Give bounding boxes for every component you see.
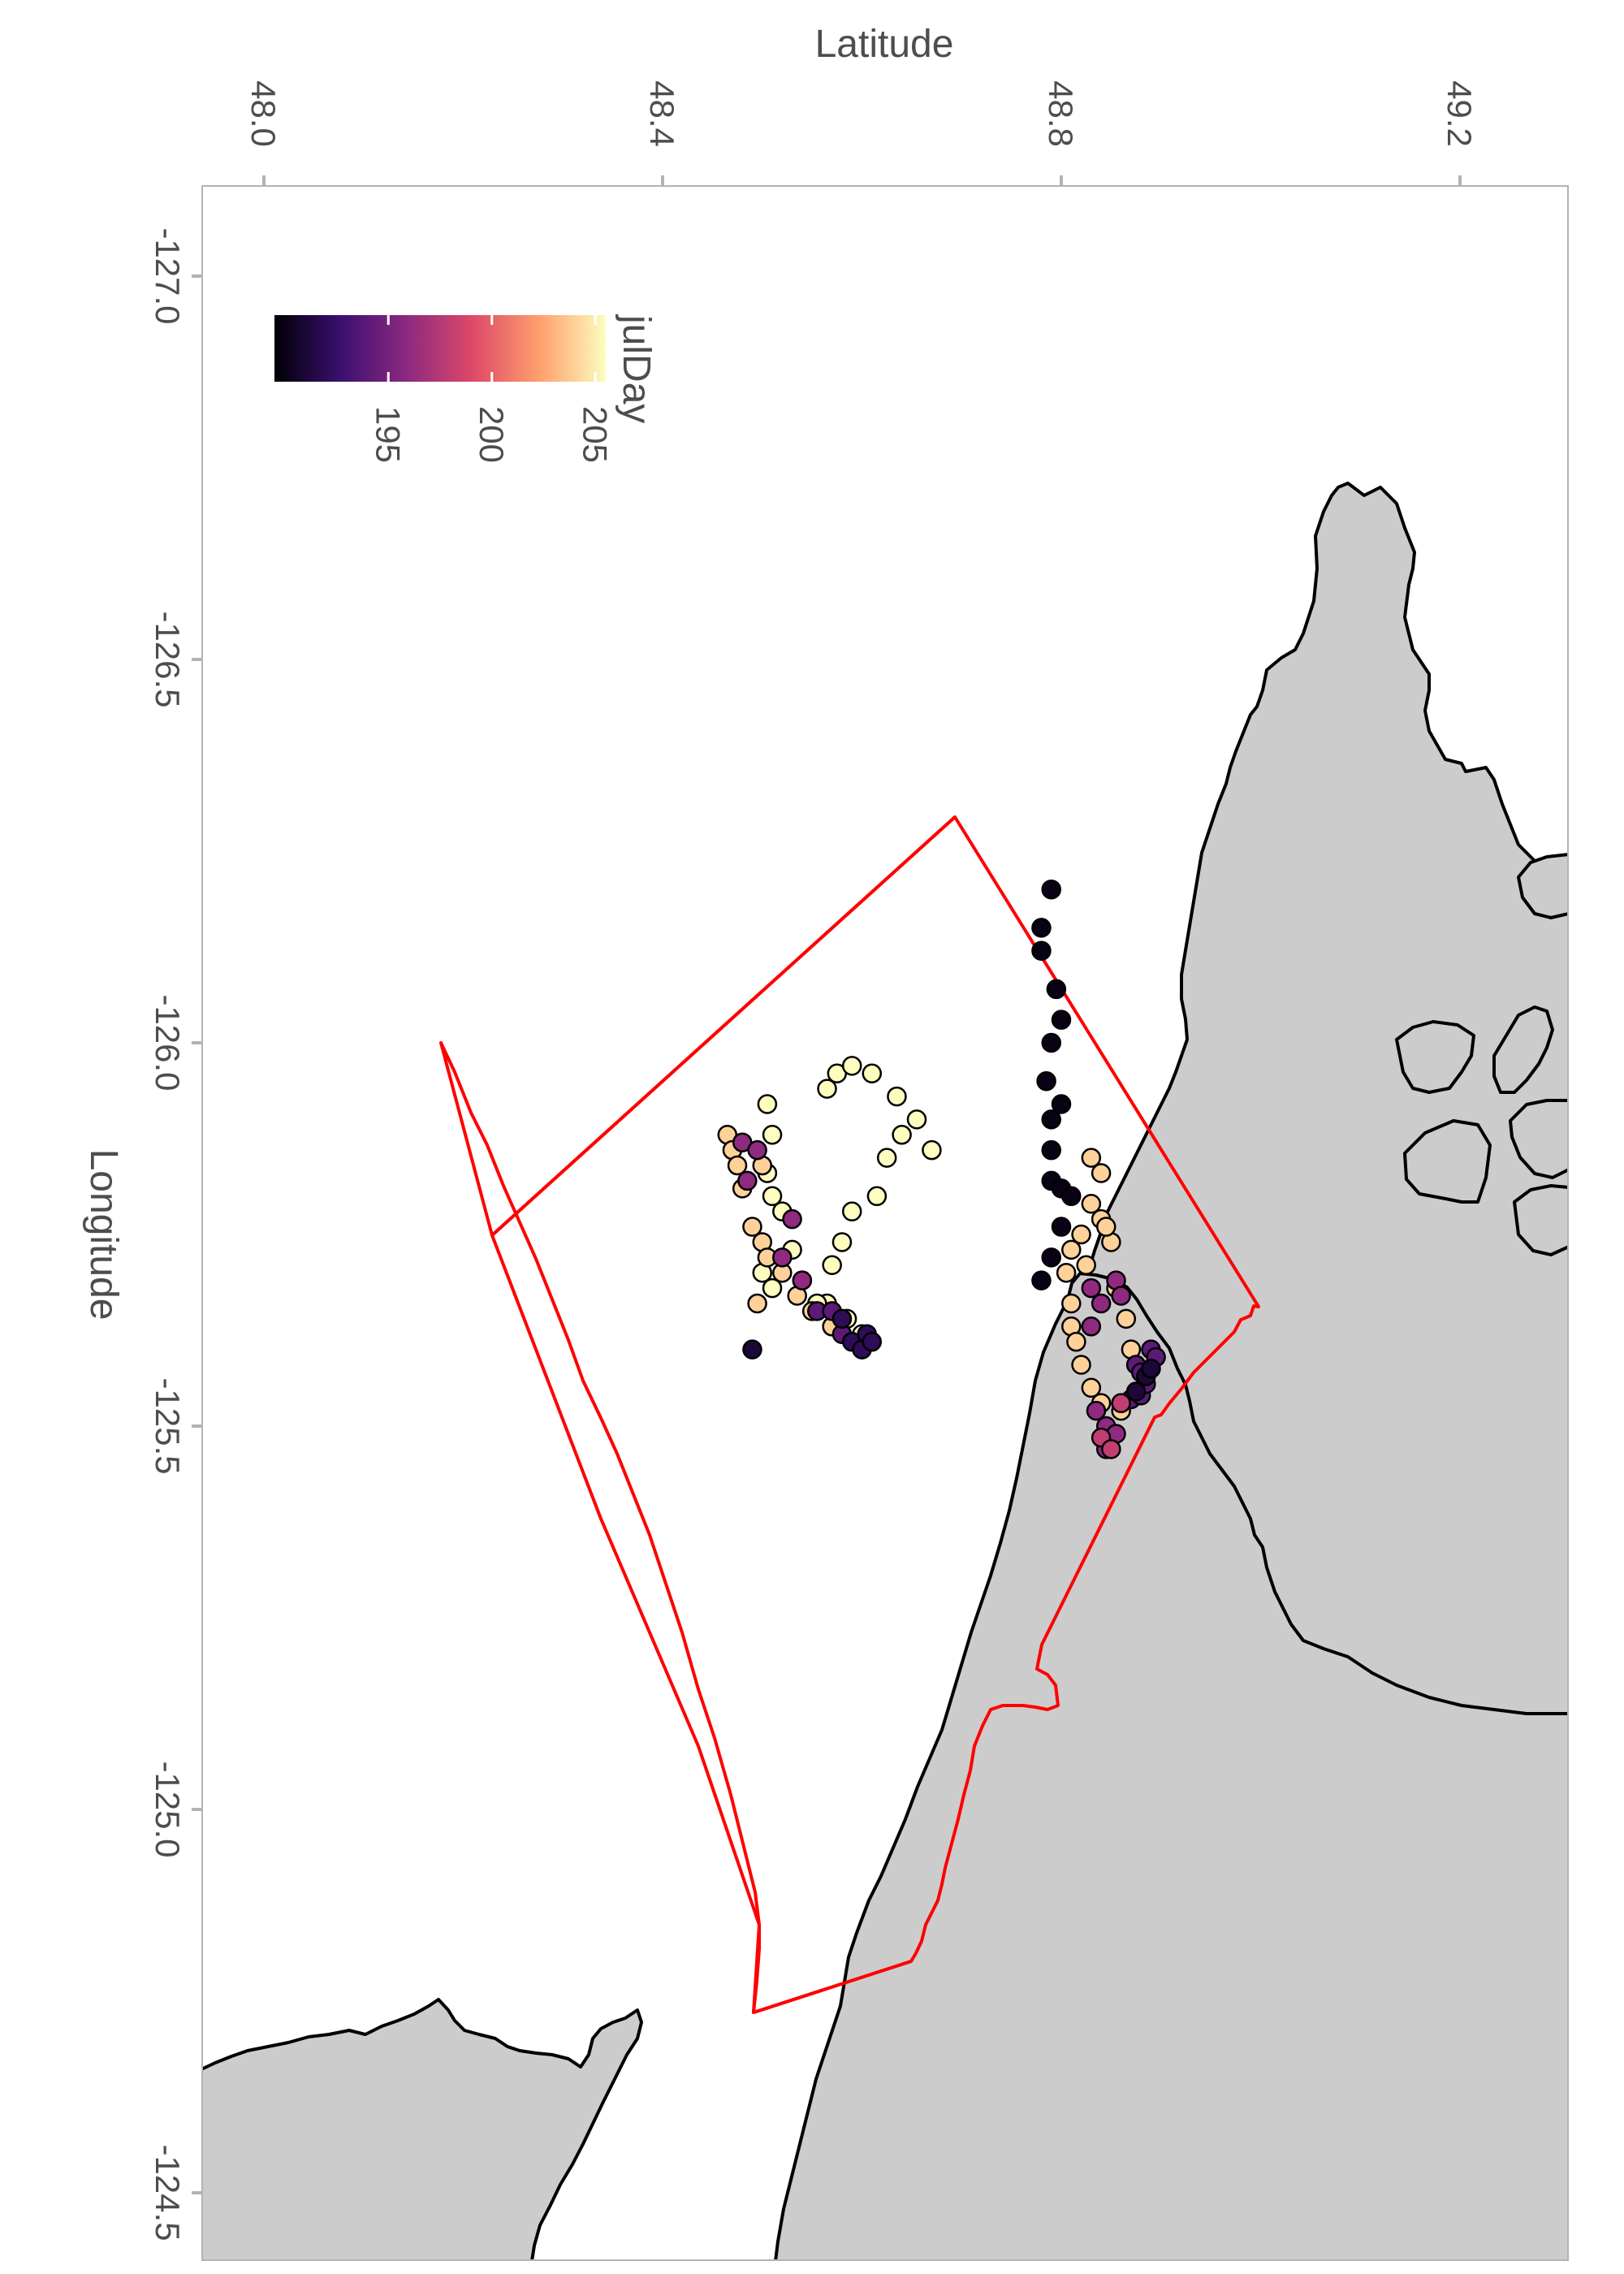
data-point (876, 1148, 897, 1168)
lat-tick-label: 48.0 (244, 80, 283, 147)
data-point (727, 1155, 748, 1176)
julday-points (717, 879, 1166, 1459)
land-olympic-peninsula (201, 1998, 643, 2261)
data-point (1101, 1439, 1121, 1459)
data-point (817, 1079, 837, 1099)
lon-tick-label: -124.5 (149, 2144, 187, 2241)
data-point (1111, 1286, 1131, 1306)
data-point (782, 1208, 802, 1230)
land-island-1 (1492, 1005, 1554, 1094)
data-point (841, 1056, 862, 1076)
data-point (1081, 1316, 1102, 1337)
x-axis-title: Latitude (815, 23, 954, 66)
data-point (1036, 1070, 1056, 1092)
data-point (1141, 1358, 1161, 1379)
data-point (831, 1308, 853, 1329)
data-point (1061, 1186, 1082, 1207)
longitude-ticks: -127.0 -126.5 -126.0 -125.5 -125.0 -124.5 (149, 227, 201, 2242)
boundary-main-edge (490, 815, 957, 2014)
legend-tick-label: 195 (369, 406, 407, 463)
data-point (906, 1109, 927, 1130)
data-point (1066, 1331, 1086, 1352)
data-point (1051, 1217, 1072, 1237)
legend-tick-label: 200 (473, 406, 511, 463)
lon-tick-label: -126.5 (149, 611, 187, 707)
data-point (1041, 1109, 1061, 1130)
data-point (1041, 1247, 1061, 1268)
data-point (792, 1270, 813, 1290)
study-area-boundary (439, 815, 1260, 2014)
lat-tick-label: 48.4 (643, 80, 681, 147)
data-point (831, 1232, 853, 1252)
y-axis-title: Longitude (82, 1149, 125, 1321)
data-point (1095, 1217, 1116, 1237)
legend-title: julDay (615, 313, 658, 423)
land-island-2 (1395, 1020, 1475, 1094)
data-point (862, 1331, 883, 1352)
data-point (1046, 979, 1067, 1000)
data-point (892, 1125, 912, 1145)
lon-tick-label: -127.0 (149, 227, 187, 324)
data-point (1031, 918, 1052, 938)
data-point (1031, 1270, 1052, 1290)
data-point (772, 1247, 793, 1268)
data-point (1051, 1009, 1072, 1030)
data-point (1081, 1193, 1102, 1214)
data-point (1041, 1139, 1061, 1161)
data-point (1091, 1293, 1112, 1314)
data-point (1041, 1032, 1061, 1053)
lon-tick-label: -125.0 (149, 1761, 187, 1857)
data-point (747, 1139, 767, 1161)
data-point (1086, 1400, 1107, 1421)
legend-ticks: 195 200 205 (369, 315, 614, 463)
data-point (1091, 1163, 1112, 1183)
data-point (1081, 1148, 1102, 1168)
data-point (747, 1293, 767, 1314)
data-point (1051, 1094, 1072, 1114)
data-point (762, 1278, 783, 1299)
data-point (887, 1086, 907, 1107)
lat-tick-label: 48.8 (1042, 80, 1080, 147)
data-point (1056, 1262, 1077, 1283)
lon-tick-label: -126.0 (149, 994, 187, 1091)
data-point (841, 1201, 862, 1221)
data-point (757, 1094, 778, 1114)
map-panel: 195 200 205 julDay (201, 185, 1569, 2261)
data-point (1061, 1239, 1082, 1260)
legend-tick-label: 205 (576, 406, 614, 463)
land-island-6 (1513, 1184, 1569, 1256)
data-point (1041, 879, 1061, 900)
data-point (1116, 1308, 1137, 1329)
legend-colorbar (274, 315, 606, 382)
legend: 195 200 205 julDay (274, 313, 658, 463)
data-point (1081, 1377, 1102, 1399)
data-point (1081, 1278, 1102, 1299)
data-point (862, 1063, 883, 1084)
data-point (762, 1186, 783, 1207)
latitude-ticks: 48.0 48.4 48.8 49.2 (244, 80, 1479, 185)
data-point (1061, 1293, 1082, 1314)
land-island-3 (1403, 1119, 1492, 1204)
data-point (822, 1255, 842, 1276)
lon-tick-label: -125.5 (149, 1377, 187, 1474)
data-point (737, 1170, 758, 1191)
data-point (1071, 1224, 1091, 1245)
data-point (1111, 1393, 1131, 1413)
data-point (1031, 940, 1052, 961)
data-point (922, 1139, 942, 1161)
data-point (742, 1339, 762, 1360)
data-point (1076, 1255, 1096, 1276)
land-island-5 (1517, 853, 1569, 919)
land-island-4 (1509, 1099, 1569, 1179)
data-point (866, 1186, 888, 1207)
lat-tick-label: 49.2 (1440, 80, 1479, 147)
data-point (742, 1217, 762, 1237)
data-point (762, 1125, 783, 1145)
data-point (1071, 1355, 1091, 1375)
data-point (1125, 1381, 1147, 1402)
